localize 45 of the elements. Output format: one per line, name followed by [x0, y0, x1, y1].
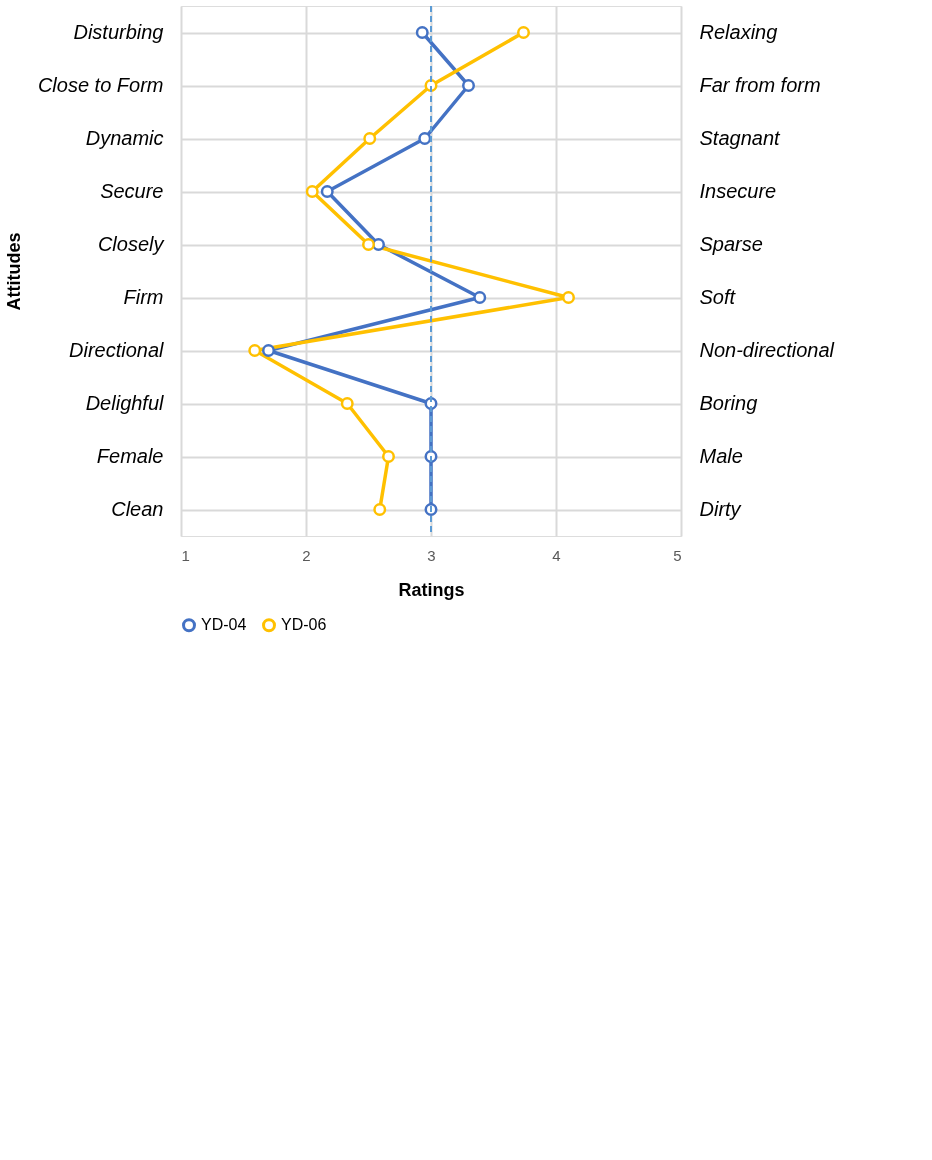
- point: [562, 291, 575, 304]
- point: [320, 185, 334, 198]
- y-tick-label: Disturbing: [73, 21, 164, 43]
- x-tick-label: 4: [552, 546, 561, 564]
- y2-tick-label: Stagnant: [699, 127, 782, 149]
- y2-tick-label: Male: [699, 445, 743, 467]
- y-tick-label: Clean: [111, 498, 164, 520]
- y-axis-title: Attitudes: [3, 232, 24, 311]
- y-tick-label: Dynamic: [85, 127, 164, 149]
- x-tick-label: 2: [302, 546, 311, 564]
- y2-tick-label: Non-directional: [699, 339, 835, 361]
- y2-tick-label: Far from form: [699, 74, 821, 96]
- point: [462, 79, 475, 92]
- x-axis-title: Ratings: [398, 579, 465, 600]
- point: [362, 238, 375, 251]
- x-tick-label: 5: [673, 546, 682, 564]
- y-tick-label: Secure: [100, 180, 164, 202]
- point: [262, 344, 275, 357]
- point: [363, 132, 377, 145]
- x-tick-label: 1: [181, 546, 190, 564]
- y-tick-label: Firm: [123, 286, 164, 308]
- y2-tick-label: Sparse: [699, 233, 763, 255]
- x-tick-label: 3: [427, 546, 436, 564]
- y2-tick-label: Relaxing: [699, 21, 778, 43]
- point: [373, 503, 387, 516]
- point: [382, 450, 395, 463]
- point: [517, 26, 530, 39]
- legend-label: YD-06: [281, 616, 327, 634]
- point: [372, 238, 385, 251]
- y-tick-label: Delighful: [85, 392, 165, 414]
- point: [340, 397, 354, 410]
- point: [418, 132, 432, 145]
- y2-tick-label: Boring: [699, 392, 758, 414]
- y2-tick-label: Insecure: [699, 180, 777, 202]
- y-tick-label: Closely: [97, 233, 165, 255]
- y2-tick-label: Soft: [699, 286, 737, 308]
- y-tick-label: Female: [96, 445, 164, 467]
- y2-tick-label: Dirty: [699, 498, 742, 520]
- y-tick-label: Directional: [69, 339, 165, 361]
- point: [473, 291, 487, 304]
- legend-label: YD-04: [201, 616, 247, 634]
- point: [305, 185, 319, 198]
- point: [415, 26, 429, 39]
- point: [248, 344, 262, 357]
- y-tick-label: Close to Form: [37, 74, 164, 96]
